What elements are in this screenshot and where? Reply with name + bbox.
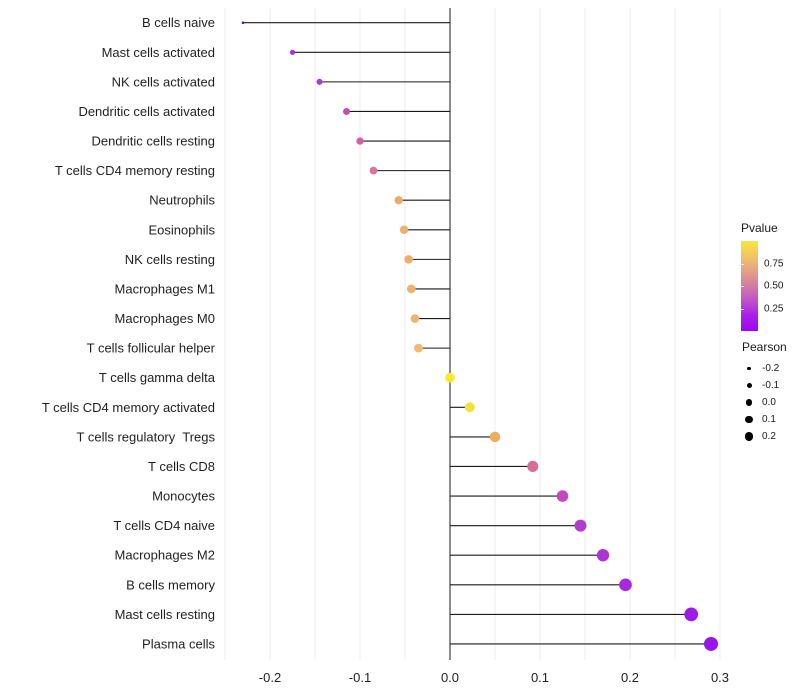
pearson-legend-dot-cell [742, 383, 756, 388]
x-tick-label: 0.1 [531, 670, 549, 685]
pearson-legend-label: 0.2 [762, 431, 776, 442]
legend-pvalue: Pvalue 0.75 0.50 0.25 [741, 221, 800, 333]
pearson-legend-dot-cell [742, 432, 756, 441]
lollipop-dot [445, 372, 455, 383]
pearson-legend-label: -0.1 [762, 380, 780, 391]
lollipop-dot [404, 255, 413, 264]
lollipop-dot [684, 607, 699, 622]
lollipop-dot [399, 225, 409, 235]
y-axis-label: T cells gamma delta [99, 370, 216, 385]
pearson-legend-dot [747, 366, 751, 371]
y-axis-label: T cells CD4 memory activated [42, 400, 215, 415]
pearson-legend-dot [745, 415, 753, 424]
pearson-legend-dot [744, 432, 754, 441]
lollipop-dot [489, 431, 501, 443]
pearson-legend-dot-cell [742, 399, 756, 406]
y-axis-label: Macrophages M1 [115, 281, 215, 296]
pearson-legend-dot [745, 399, 753, 406]
pearson-legend-label: -0.2 [762, 363, 780, 374]
lollipop-dot [704, 636, 718, 651]
lollipop-dot [394, 196, 403, 205]
y-axis-label: Neutrophils [149, 193, 215, 208]
y-axis-label: Monocytes [152, 489, 215, 504]
lollipop-dot [410, 314, 420, 323]
y-axis-label: Macrophages M0 [115, 311, 215, 326]
lollipop-dot [356, 137, 364, 145]
pearson-legend-dot-cell [742, 415, 756, 424]
y-axis-label: Macrophages M2 [115, 548, 215, 563]
pearson-legend-dot-cell [742, 366, 756, 371]
pvalue-tick-label: 0.75 [764, 258, 784, 269]
pearson-legend-item: -0.1 [742, 377, 787, 394]
x-tick-label: -0.1 [349, 670, 371, 685]
pearson-legend-item: 0.2 [742, 428, 787, 445]
y-axis-label: Dendritic cells activated [78, 104, 215, 119]
y-axis-label: T cells CD4 naive [113, 518, 215, 533]
lollipop-dot [527, 460, 539, 473]
x-tick-label: 0.0 [441, 670, 459, 685]
y-axis-label: B cells naive [142, 15, 215, 30]
y-axis-label: T cells follicular helper [87, 341, 216, 356]
pearson-legend-item: 0.0 [742, 394, 787, 411]
y-axis-label: T cells CD8 [148, 459, 215, 474]
legend-pearson-title: Pearson [742, 340, 787, 354]
y-axis-label: NK cells resting [125, 252, 215, 267]
lollipop-dot [556, 490, 569, 502]
y-axis-label: NK cells activated [112, 74, 215, 89]
pearson-legend-label: 0.1 [762, 414, 776, 425]
lollipop-dot [289, 49, 296, 55]
pvalue-tick-mark [741, 286, 744, 287]
legend-pearson: Pearson -0.2 -0.1 0.0 0.1 0.2 [742, 340, 787, 445]
x-tick-label: 0.2 [621, 670, 639, 685]
pvalue-tick-label: 0.25 [764, 303, 784, 314]
pvalue-tick-mark [741, 263, 744, 265]
pearson-legend-label: 0.0 [762, 397, 776, 408]
y-axis-label: Mast cells activated [102, 45, 215, 60]
y-axis-label: Plasma cells [142, 636, 215, 651]
lollipop-dot [574, 519, 587, 532]
y-axis-label: Dendritic cells resting [91, 134, 215, 149]
pearson-legend-dot [746, 383, 752, 388]
lollipop-dot [414, 343, 423, 353]
lollipop-dot [343, 107, 350, 115]
pearson-legend-item: 0.1 [742, 411, 787, 428]
lollipop-dot [241, 21, 245, 25]
y-axis-label: T cells regulatory Tregs [77, 429, 216, 444]
x-tick-label: -0.2 [259, 670, 281, 685]
lollipop-dot [369, 166, 378, 175]
legend-pvalue-title: Pvalue [741, 221, 778, 235]
pvalue-tick-label: 0.50 [764, 280, 784, 292]
pvalue-colorbar-gradient [741, 241, 758, 331]
y-axis-label: B cells memory [126, 577, 215, 592]
pvalue-colorbar-wrap: 0.75 0.50 0.25 [741, 241, 800, 333]
lollipop-dot [406, 284, 416, 294]
x-tick-label: 0.3 [711, 670, 729, 685]
y-axis-label: Eosinophils [149, 222, 216, 237]
lollipop-dot [596, 549, 610, 562]
pvalue-tick-mark [741, 308, 744, 310]
pearson-legend-item: -0.2 [742, 360, 787, 377]
lollipop-dot [316, 78, 323, 85]
lollipop-dot [464, 402, 475, 413]
y-axis-label: T cells CD4 memory resting [55, 163, 215, 178]
lollipop-dot [619, 578, 632, 592]
y-axis-label: Mast cells resting [115, 607, 215, 622]
